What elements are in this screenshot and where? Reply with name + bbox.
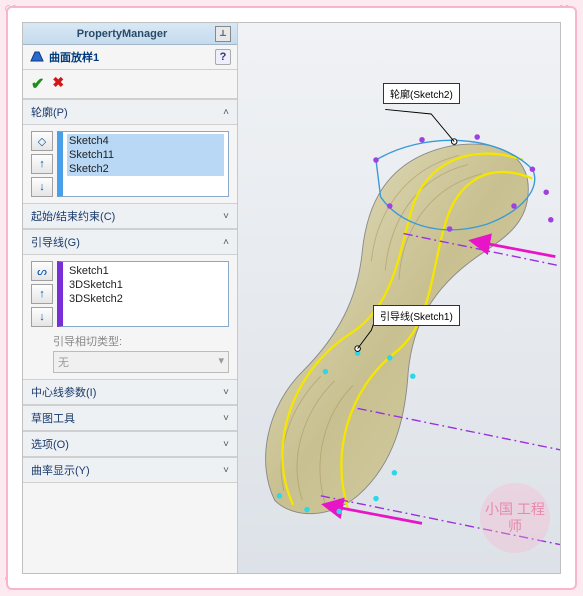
section-options-header[interactable]: 选项(O) ˅ xyxy=(23,431,237,457)
chevron-down-icon: ˅ xyxy=(223,465,229,476)
section-centerline-header[interactable]: 中心线参数(I) ˅ xyxy=(23,379,237,405)
tangent-type-select[interactable]: 无 ▾ xyxy=(53,351,229,373)
guides-move-down[interactable]: ↓ xyxy=(31,307,53,327)
pm-header: PropertyManager ⟂ xyxy=(23,23,237,45)
callout-profile: 轮廓(Sketch2) xyxy=(383,83,460,104)
decorative-frame: PropertyManager ⟂ 曲面放样1 ? ✔ ✖ 轮廓(P) ˄ ◇ … xyxy=(6,6,577,590)
section-profiles-header[interactable]: 轮廓(P) ˄ xyxy=(23,99,237,125)
chevron-up-icon: ˄ xyxy=(223,107,229,118)
cancel-button[interactable]: ✖ xyxy=(52,74,64,94)
app-window: PropertyManager ⟂ 曲面放样1 ? ✔ ✖ 轮廓(P) ˄ ◇ … xyxy=(22,22,561,574)
confirm-row: ✔ ✖ xyxy=(23,70,237,99)
loft-icon xyxy=(29,49,45,65)
guides-list[interactable]: Sketch1 3DSketch1 3DSketch2 xyxy=(57,261,229,327)
section-sketchtools-header[interactable]: 草图工具 ˅ xyxy=(23,405,237,431)
section-guides-body: ᔕ ↑ ↓ Sketch1 3DSketch1 3DSketch2 引导相切类型… xyxy=(23,255,237,379)
section-profiles-body: ◇ ↑ ↓ Sketch4 Sketch11 Sketch2 xyxy=(23,125,237,203)
viewport-3d[interactable]: 轮廓(Sketch2) 引导线(Sketch1) 小国 工程师 xyxy=(238,23,560,573)
guides-move-up[interactable]: ↑ xyxy=(31,284,53,304)
section-options-label: 选项(O) xyxy=(31,436,223,452)
guides-selector-icon[interactable]: ᔕ xyxy=(31,261,53,281)
section-guides-header[interactable]: 引导线(G) ˄ xyxy=(23,229,237,255)
section-constraints-header[interactable]: 起始/结束约束(C) ˅ xyxy=(23,203,237,229)
pin-button[interactable]: ⟂ xyxy=(215,26,231,42)
chevron-down-icon: ˅ xyxy=(223,439,229,450)
list-item[interactable]: 3DSketch1 xyxy=(67,278,224,292)
section-profiles-label: 轮廓(P) xyxy=(31,104,223,120)
section-centerline-label: 中心线参数(I) xyxy=(31,384,223,400)
chevron-down-icon: ˅ xyxy=(223,413,229,424)
section-constraints-label: 起始/结束约束(C) xyxy=(31,208,223,224)
property-manager-panel: PropertyManager ⟂ 曲面放样1 ? ✔ ✖ 轮廓(P) ˄ ◇ … xyxy=(23,23,238,573)
pm-title: PropertyManager xyxy=(29,28,215,40)
list-item[interactable]: 3DSketch2 xyxy=(67,292,224,306)
callout-guide: 引导线(Sketch1) xyxy=(373,305,460,326)
tangent-type-value: 无 xyxy=(58,354,218,370)
chevron-up-icon: ˄ xyxy=(223,237,229,248)
feature-name: 曲面放样1 xyxy=(49,49,215,65)
help-button[interactable]: ? xyxy=(215,49,231,65)
profiles-selector-icon[interactable]: ◇ xyxy=(31,131,53,151)
section-curvature-label: 曲率显示(Y) xyxy=(31,462,223,478)
chevron-down-icon: ˅ xyxy=(223,211,229,222)
chevron-down-icon: ˅ xyxy=(223,387,229,398)
profiles-list[interactable]: Sketch4 Sketch11 Sketch2 xyxy=(57,131,229,197)
section-sketchtools-label: 草图工具 xyxy=(31,410,223,426)
dropdown-icon: ▾ xyxy=(218,354,224,370)
tangent-type-label: 引导相切类型: xyxy=(31,327,229,351)
profiles-move-up[interactable]: ↑ xyxy=(31,154,53,174)
profiles-move-down[interactable]: ↓ xyxy=(31,177,53,197)
section-curvature-header[interactable]: 曲率显示(Y) ˅ xyxy=(23,457,237,483)
list-item[interactable]: Sketch2 xyxy=(67,162,224,176)
section-guides-label: 引导线(G) xyxy=(31,234,223,250)
feature-row: 曲面放样1 ? xyxy=(23,45,237,70)
watermark: 小国 工程师 xyxy=(480,483,550,553)
ok-button[interactable]: ✔ xyxy=(31,74,44,94)
list-item[interactable]: Sketch4 xyxy=(67,134,224,148)
list-item[interactable]: Sketch1 xyxy=(67,264,224,278)
list-item[interactable]: Sketch11 xyxy=(67,148,224,162)
